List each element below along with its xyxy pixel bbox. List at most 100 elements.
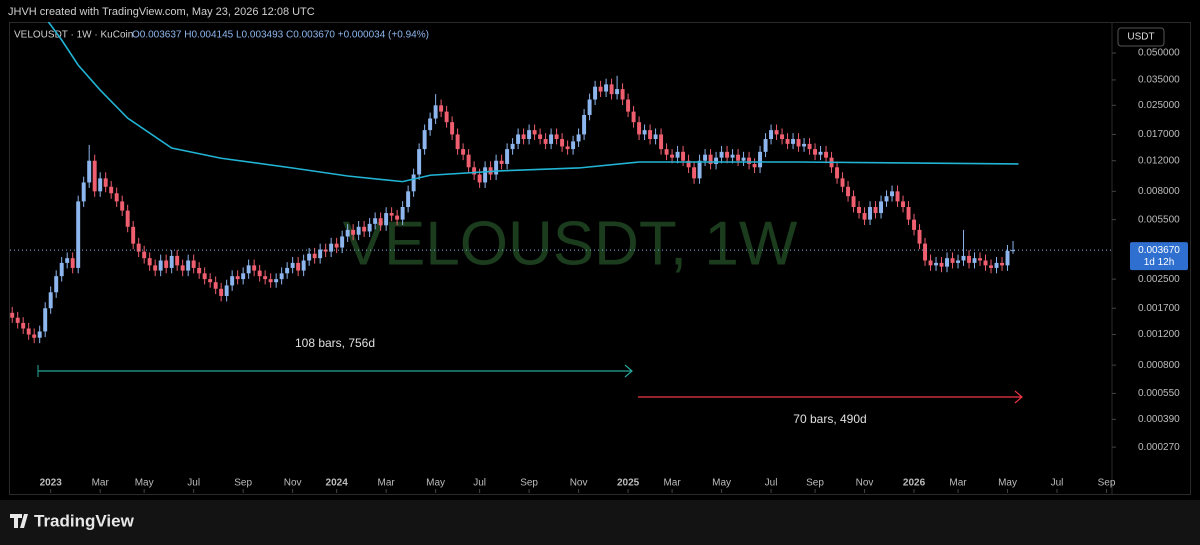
- candle-body: [516, 134, 521, 144]
- candle-body: [884, 196, 889, 202]
- candle-body: [158, 260, 163, 271]
- x-tick-label: 2026: [903, 478, 926, 489]
- candle-body: [466, 154, 471, 168]
- candle-body: [1011, 250, 1015, 252]
- candle-body: [560, 139, 565, 147]
- candle-body: [230, 276, 235, 286]
- candle-body: [571, 141, 576, 150]
- candle-body: [670, 154, 675, 158]
- candle-body: [554, 134, 559, 140]
- candle-body: [103, 178, 108, 187]
- candle-body: [708, 154, 713, 164]
- candle-body: [395, 215, 400, 220]
- candle-body: [32, 334, 37, 338]
- candle-body: [439, 105, 444, 112]
- candle-body: [274, 279, 279, 283]
- x-tick-label: Sep: [1098, 478, 1116, 489]
- price-tag-label: 0.003670: [1138, 245, 1180, 256]
- arrow-head: [624, 364, 633, 378]
- candle-body: [197, 267, 202, 274]
- candle-body: [989, 265, 994, 268]
- candle-body: [565, 146, 570, 150]
- candle-body: [681, 151, 686, 161]
- y-tick-label: 0.000550: [1138, 388, 1180, 399]
- candle-body: [98, 178, 103, 192]
- candle-body: [70, 258, 75, 268]
- range-label: 108 bars, 756d: [295, 336, 375, 350]
- candle-body: [769, 130, 774, 140]
- candle-body: [318, 249, 323, 259]
- candle-body: [257, 270, 262, 277]
- candle-body: [868, 207, 873, 220]
- candle-body: [532, 130, 537, 135]
- currency[interactable]: USDT: [1127, 32, 1154, 43]
- x-tick-label: 2023: [40, 478, 63, 489]
- ohlc-legend: O0.003637 H0.004145 L0.003493 C0.003670 …: [132, 30, 429, 41]
- candle-body: [824, 151, 829, 158]
- x-tick-label: 2024: [326, 478, 349, 489]
- candle-body: [142, 251, 147, 259]
- x-tick-label: Sep: [234, 478, 252, 489]
- candle-body: [906, 207, 911, 220]
- candle-body: [697, 160, 702, 179]
- candle-body: [224, 285, 229, 296]
- candle-body: [21, 322, 26, 329]
- candle-body: [499, 160, 504, 164]
- y-tick-label: 0.001700: [1138, 303, 1180, 314]
- x-tick-label: Mar: [663, 478, 681, 489]
- candle-body: [340, 236, 345, 248]
- candle-body: [92, 160, 97, 192]
- candle-body: [219, 288, 224, 296]
- candle-body: [664, 149, 669, 155]
- candle-body: [758, 151, 763, 168]
- candle-body: [675, 151, 680, 158]
- candle-body: [147, 258, 152, 266]
- candle-body: [747, 157, 752, 164]
- candle-body: [549, 134, 554, 144]
- candle-body: [653, 134, 658, 140]
- symbol-legend: VELOUSDT · 1W · KuCoin: [14, 30, 133, 41]
- candle-body: [263, 276, 268, 280]
- candle-body: [461, 149, 466, 155]
- candle-body: [725, 151, 730, 158]
- currency-box[interactable]: [1117, 27, 1165, 47]
- candle-body: [307, 253, 312, 261]
- x-tick-label: Nov: [856, 478, 874, 489]
- candle-body: [290, 262, 295, 268]
- candle-body: [818, 151, 823, 155]
- candle-body: [208, 279, 213, 283]
- logo-icon: [10, 514, 28, 528]
- candle-body: [406, 191, 411, 208]
- y-tick-label: 0.035000: [1138, 75, 1180, 86]
- candle-body: [301, 260, 306, 271]
- candle-body: [510, 143, 515, 150]
- candle-body: [334, 243, 339, 248]
- arrow-head: [1014, 390, 1023, 404]
- candle-body: [81, 182, 86, 202]
- candle-body: [246, 265, 251, 274]
- candle-body: [483, 167, 488, 183]
- candle-body: [43, 308, 48, 332]
- candle-body: [433, 105, 438, 119]
- candle-body: [648, 130, 653, 140]
- candle-body: [389, 213, 394, 216]
- candle-body: [384, 213, 389, 226]
- candle-body: [939, 262, 944, 267]
- candle-body: [719, 151, 724, 158]
- candle-body: [131, 226, 136, 244]
- candle-body: [807, 143, 812, 150]
- candle-body: [428, 118, 433, 131]
- candle-body: [901, 201, 906, 208]
- candle-body: [802, 143, 807, 147]
- x-tick-label: May: [426, 478, 445, 489]
- candle-body: [637, 122, 642, 135]
- candle-body: [972, 258, 977, 263]
- plot-area: [10, 22, 1112, 344]
- candle-body: [862, 213, 867, 220]
- candle-body: [928, 260, 933, 266]
- candle-body: [65, 258, 70, 263]
- candle-body: [268, 279, 273, 283]
- candle-body: [923, 243, 928, 261]
- candle-body: [494, 160, 499, 175]
- candle-body: [202, 273, 207, 280]
